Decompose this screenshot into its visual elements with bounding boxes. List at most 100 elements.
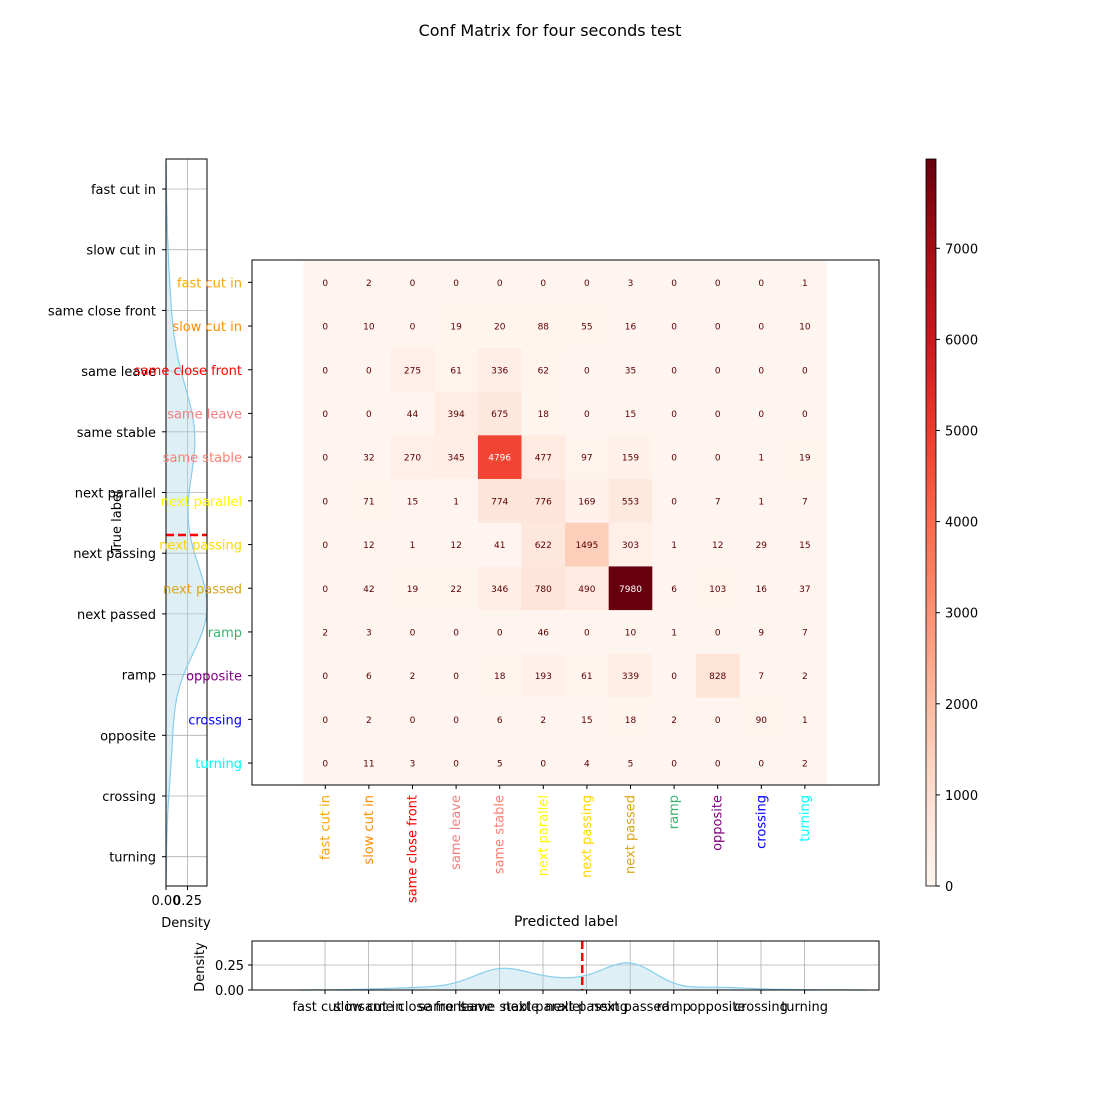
- matrix-cell: [521, 522, 566, 567]
- matrix-cell: [477, 391, 522, 436]
- cell-value-label: 7980: [619, 585, 642, 595]
- cell-value-label: 0: [584, 628, 590, 638]
- cell-value-label: 0: [322, 716, 328, 726]
- matrix-cell: [390, 522, 435, 567]
- cell-value-label: 1: [671, 628, 677, 638]
- matrix-cell: [695, 566, 740, 611]
- cell-value-label: 0: [715, 366, 721, 376]
- cell-value-label: 1: [671, 541, 677, 551]
- x-tick-label: same close front: [406, 795, 421, 903]
- matrix-cell: [434, 741, 479, 786]
- cell-value-label: 0: [715, 454, 721, 464]
- left-panel-frame: [165, 158, 208, 887]
- cell-value-label: 61: [581, 672, 592, 682]
- left-y-tick-label: same stable: [77, 426, 156, 441]
- matrix-cell: [783, 391, 828, 436]
- matrix-cell: [521, 610, 566, 655]
- matrix-cell: [303, 697, 348, 742]
- matrix-cell: [783, 435, 828, 480]
- cell-value-label: 71: [363, 497, 374, 507]
- matrix-cell: [347, 522, 392, 567]
- matrix-cell: [652, 741, 697, 786]
- left-y-tick-label: turning: [109, 851, 156, 866]
- matrix-cell: [739, 260, 784, 305]
- matrix-cell: [434, 566, 479, 611]
- left-y-tick-label: same leave: [81, 365, 156, 380]
- cell-value-label: 345: [448, 454, 465, 464]
- matrix-cell: [347, 566, 392, 611]
- cell-value-label: 2: [671, 716, 677, 726]
- matrix-cell: [390, 260, 435, 305]
- left-x-tick-label: 0.00: [152, 894, 181, 909]
- matrix-cell: [783, 479, 828, 524]
- cell-value-label: 0: [322, 760, 328, 770]
- matrix-cell: [608, 304, 653, 349]
- y-tick-label: next passed: [163, 582, 242, 597]
- matrix-cell: [347, 391, 392, 436]
- y-axis-label: True label: [110, 490, 125, 554]
- matrix-cell: [565, 697, 610, 742]
- cell-value-label: 0: [366, 410, 372, 420]
- cell-value-label: 0: [671, 760, 677, 770]
- cell-value-label: 0: [540, 279, 546, 289]
- matrix-cell: [783, 653, 828, 698]
- matrix-cell: [390, 741, 435, 786]
- matrix-cell: [739, 610, 784, 655]
- matrix-cell: [434, 304, 479, 349]
- cell-value-label: 193: [535, 672, 552, 682]
- matrix-cell: [608, 347, 653, 392]
- cell-value-label: 3: [628, 279, 634, 289]
- cell-value-label: 0: [758, 760, 764, 770]
- colorbar-tick-label: 2000: [945, 698, 978, 713]
- matrix-cell: [521, 697, 566, 742]
- matrix-cell: [608, 522, 653, 567]
- matrix-cell: [477, 741, 522, 786]
- cell-value-label: 3: [366, 628, 372, 638]
- matrix-cell: [652, 347, 697, 392]
- matrix-cell: [477, 347, 522, 392]
- cell-value-label: 0: [322, 279, 328, 289]
- cell-value-label: 0: [410, 279, 416, 289]
- left-y-tick-label: next passing: [73, 547, 156, 562]
- cell-value-label: 7: [758, 672, 764, 682]
- bottom-x-tick-label: slow cut in: [334, 1000, 404, 1015]
- cell-value-label: 2: [802, 760, 808, 770]
- cell-value-label: 0: [758, 366, 764, 376]
- matrix-cell: [521, 304, 566, 349]
- matrix-cell: [477, 697, 522, 742]
- matrix-cell: [695, 741, 740, 786]
- cell-value-label: 2: [366, 716, 372, 726]
- matrix-cell: [608, 391, 653, 436]
- cell-value-label: 7: [802, 497, 808, 507]
- cell-value-label: 0: [453, 760, 459, 770]
- matrix-cell: [347, 741, 392, 786]
- cell-value-label: 0: [671, 323, 677, 333]
- matrix-cell: [521, 741, 566, 786]
- cell-value-label: 20: [494, 323, 506, 333]
- cell-value-label: 55: [581, 323, 592, 333]
- x-axis-label: Predicted label: [514, 914, 618, 930]
- cell-value-label: 6: [366, 672, 372, 682]
- cell-value-label: 46: [538, 628, 550, 638]
- matrix-cell: [347, 347, 392, 392]
- cell-value-label: 4: [584, 760, 590, 770]
- cell-value-label: 828: [709, 672, 726, 682]
- colorbar-tick-label: 3000: [945, 607, 978, 622]
- cell-value-label: 0: [322, 585, 328, 595]
- cell-value-label: 0: [410, 716, 416, 726]
- matrix-cell: [652, 566, 697, 611]
- colorbar-tick-label: 6000: [945, 333, 978, 348]
- matrix-cell: [608, 610, 653, 655]
- matrix-cell: [303, 566, 348, 611]
- matrix-cell: [477, 566, 522, 611]
- cell-value-label: 1495: [575, 541, 598, 551]
- matrix-cell: [652, 304, 697, 349]
- matrix-cell: [739, 741, 784, 786]
- y-tick-label: next parallel: [161, 495, 242, 510]
- matrix-cell: [652, 435, 697, 480]
- matrix-cell: [303, 391, 348, 436]
- matrix-cell: [783, 304, 828, 349]
- matrix-cell: [521, 260, 566, 305]
- matrix-cell: [695, 522, 740, 567]
- cell-value-label: 0: [584, 279, 590, 289]
